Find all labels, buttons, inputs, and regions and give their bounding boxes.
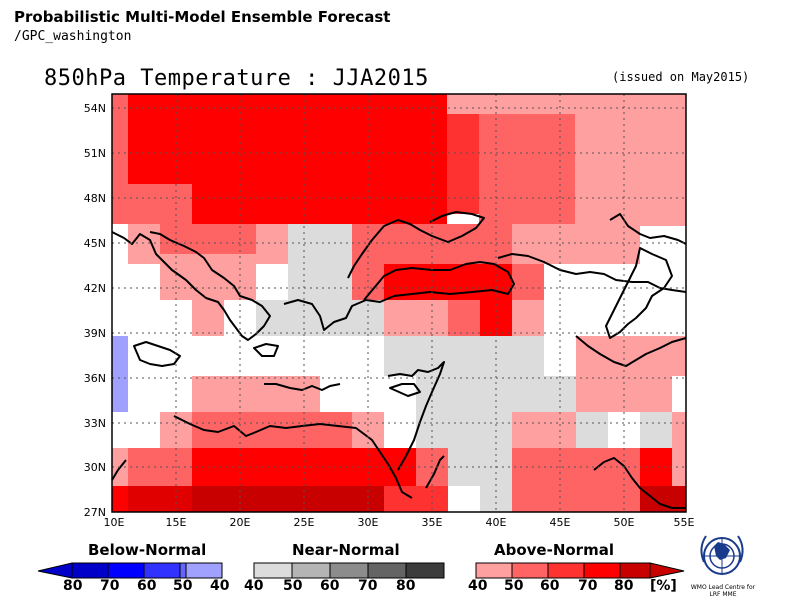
legend-above-normal: [475, 562, 685, 579]
legend-above-value: 40: [468, 578, 488, 594]
wmo-emblem-icon: [700, 535, 744, 575]
page-title: Probabilistic Multi-Model Ensemble Forec…: [14, 8, 391, 26]
legend-near-label: Near-Normal: [292, 541, 400, 559]
legend-near-value: 70: [358, 578, 378, 594]
probability-cells: [112, 94, 686, 512]
legend-near-value: 60: [320, 578, 340, 594]
lat-label: 39N: [84, 327, 106, 340]
lon-label: 30E: [358, 516, 379, 529]
legend-above-value: 70: [578, 578, 598, 594]
legend-above-value: 80: [614, 578, 634, 594]
legend-below-value: 50: [173, 578, 193, 594]
coastlines: [111, 211, 687, 509]
lat-label: 48N: [84, 192, 106, 205]
graticule: [112, 94, 686, 512]
lon-label: 45E: [550, 516, 571, 529]
map-frame: [111, 93, 687, 513]
lon-label: 55E: [674, 516, 695, 529]
logo-caption: WMO Lead Centre for LRF MME: [690, 584, 756, 598]
lon-label: 25E: [294, 516, 315, 529]
lon-label: 10E: [104, 516, 125, 529]
lat-label: 33N: [84, 417, 106, 430]
legend-below-normal: [37, 562, 223, 579]
lat-label: 51N: [84, 147, 106, 160]
lon-label: 35E: [422, 516, 443, 529]
legend-below-value: 40: [210, 578, 230, 594]
lon-label: 50E: [614, 516, 635, 529]
map-title: 850hPa Temperature : JJA2015: [44, 66, 429, 91]
lon-label: 15E: [166, 516, 187, 529]
lon-label: 20E: [230, 516, 251, 529]
longitude-labels: 10E 15E 20E 25E 30E 35E 40E 45E 50E 55E: [104, 516, 695, 529]
legend-near-value: 80: [396, 578, 416, 594]
legend-above-label: Above-Normal: [494, 541, 614, 559]
legend-near-value: 50: [283, 578, 303, 594]
lat-label: 54N: [84, 102, 106, 115]
legend-unit: [%]: [650, 578, 677, 594]
lon-label: 40E: [486, 516, 507, 529]
legend-below-value: 70: [100, 578, 120, 594]
legend-near-value: 40: [244, 578, 264, 594]
lat-label: 27N: [84, 506, 106, 519]
legend-near-normal: [253, 562, 445, 579]
legend-below-value: 60: [137, 578, 157, 594]
issued-date: (issued on May2015): [612, 70, 750, 84]
lat-label: 30N: [84, 461, 106, 474]
lat-label: 42N: [84, 282, 106, 295]
page-subtitle: /GPC_washington: [14, 29, 132, 44]
lat-label: 45N: [84, 237, 106, 250]
latitude-labels: 54N 51N 48N 45N 42N 39N 36N 33N 30N 27N: [84, 102, 106, 519]
lat-label: 36N: [84, 372, 106, 385]
legend-above-value: 60: [540, 578, 560, 594]
legend-below-label: Below-Normal: [88, 541, 207, 559]
legend-above-value: 50: [504, 578, 524, 594]
legend-below-value: 80: [63, 578, 83, 594]
